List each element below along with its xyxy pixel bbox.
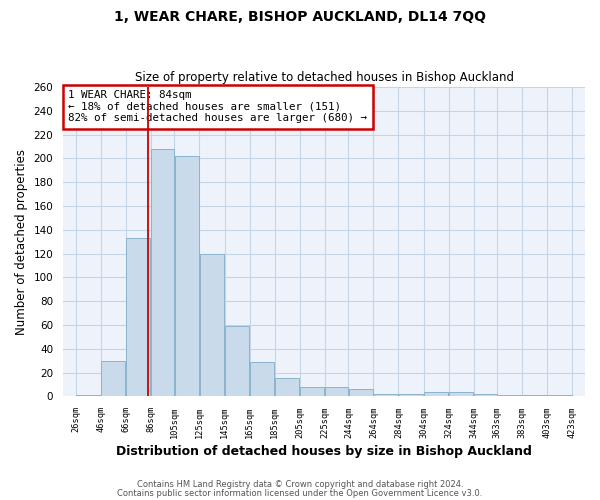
Bar — [200, 254, 224, 396]
Bar — [76, 395, 100, 396]
Text: 1 WEAR CHARE: 84sqm
← 18% of detached houses are smaller (151)
82% of semi-detac: 1 WEAR CHARE: 84sqm ← 18% of detached ho… — [68, 90, 367, 124]
Bar — [374, 394, 398, 396]
Title: Size of property relative to detached houses in Bishop Auckland: Size of property relative to detached ho… — [134, 72, 514, 85]
Bar — [449, 392, 473, 396]
Text: Contains public sector information licensed under the Open Government Licence v3: Contains public sector information licen… — [118, 488, 482, 498]
Bar — [151, 149, 174, 396]
Bar — [300, 387, 325, 396]
Bar — [474, 394, 497, 396]
Bar — [275, 378, 299, 396]
Bar — [101, 360, 125, 396]
Bar — [349, 389, 373, 396]
Bar — [175, 156, 199, 396]
Bar — [523, 395, 547, 396]
Bar — [398, 394, 424, 396]
Bar — [548, 395, 572, 396]
Y-axis label: Number of detached properties: Number of detached properties — [15, 148, 28, 334]
Text: Contains HM Land Registry data © Crown copyright and database right 2024.: Contains HM Land Registry data © Crown c… — [137, 480, 463, 489]
Bar — [250, 362, 274, 396]
Text: 1, WEAR CHARE, BISHOP AUCKLAND, DL14 7QQ: 1, WEAR CHARE, BISHOP AUCKLAND, DL14 7QQ — [114, 10, 486, 24]
Bar — [497, 395, 522, 396]
Bar — [424, 392, 448, 396]
Bar — [126, 238, 151, 396]
X-axis label: Distribution of detached houses by size in Bishop Auckland: Distribution of detached houses by size … — [116, 444, 532, 458]
Bar — [325, 387, 348, 396]
Bar — [224, 326, 250, 396]
